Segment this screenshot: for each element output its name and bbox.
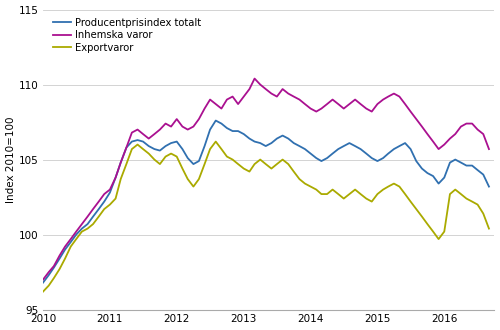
Line: Inhemska varor: Inhemska varor	[43, 79, 489, 280]
Legend: Producentprisindex totalt, Inhemska varor, Exportvaror: Producentprisindex totalt, Inhemska varo…	[52, 17, 201, 52]
Y-axis label: Index 2010=100: Index 2010=100	[6, 116, 16, 203]
Line: Producentprisindex totalt: Producentprisindex totalt	[43, 120, 489, 282]
Line: Exportvaror: Exportvaror	[43, 142, 489, 292]
